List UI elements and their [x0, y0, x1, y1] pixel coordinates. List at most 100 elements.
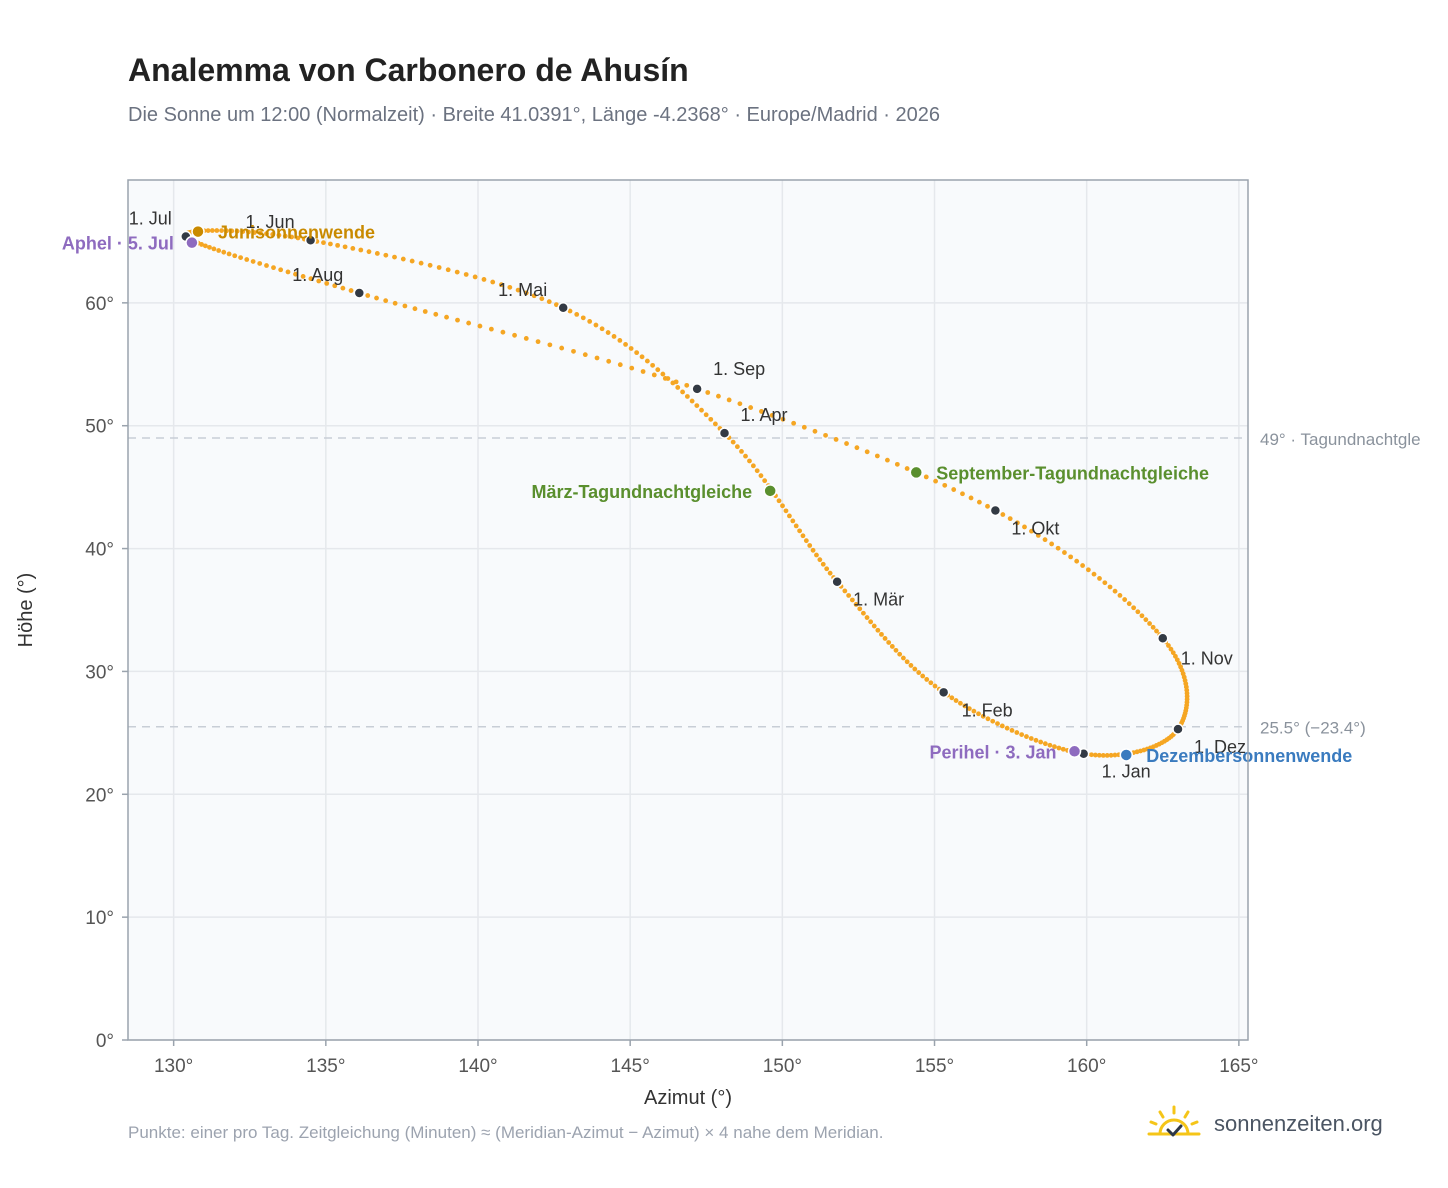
- day-point: [882, 636, 888, 641]
- y-tick-label: 30°: [85, 662, 114, 683]
- month-marker: [989, 504, 1002, 517]
- day-point: [650, 362, 656, 368]
- day-point: [629, 365, 635, 371]
- y-tick-label: 10°: [85, 908, 114, 929]
- day-point: [894, 461, 900, 467]
- day-point: [455, 317, 460, 323]
- day-point: [1028, 736, 1034, 741]
- day-point: [864, 449, 870, 455]
- day-point: [660, 371, 666, 377]
- day-point: [703, 412, 709, 418]
- day-point: [897, 651, 903, 657]
- x-tick-label: 150°: [763, 1056, 802, 1077]
- day-point: [817, 557, 823, 563]
- day-point: [498, 282, 504, 288]
- month-label: 1. Dez: [1194, 737, 1246, 757]
- day-point: [960, 491, 965, 497]
- day-point: [553, 302, 559, 308]
- day-point: [968, 495, 974, 501]
- day-point: [374, 251, 380, 256]
- day-point: [849, 597, 855, 603]
- day-point: [599, 326, 605, 332]
- day-point: [708, 416, 714, 422]
- day-point: [1038, 739, 1044, 745]
- day-point: [694, 403, 700, 409]
- day-point: [797, 528, 802, 534]
- day-point: [1100, 752, 1106, 758]
- event-label: September-Tagundnachtgleiche: [936, 463, 1209, 483]
- reference-lines: 49° · Tagundnachtgle 25.5° (−23.4°): [128, 430, 1421, 738]
- day-point: [823, 432, 828, 438]
- day-point: [1126, 601, 1132, 607]
- day-point: [1055, 545, 1061, 551]
- day-point: [244, 257, 250, 262]
- day-point: [1042, 741, 1048, 747]
- day-point: [324, 280, 330, 286]
- day-point: [908, 663, 914, 668]
- month-label: 1. Okt: [1011, 518, 1059, 538]
- day-point: [412, 306, 418, 312]
- day-point: [980, 713, 986, 719]
- reference-line-label: 25.5° (−23.4°): [1260, 719, 1366, 738]
- day-point: [1107, 584, 1113, 590]
- day-point: [571, 348, 576, 354]
- day-point: [1104, 752, 1110, 758]
- day-point: [1060, 746, 1066, 752]
- plot-frame: [127, 179, 1249, 1041]
- day-point: [232, 253, 238, 259]
- day-point: [762, 478, 768, 484]
- day-point: [594, 355, 600, 361]
- day-point: [271, 265, 276, 271]
- day-point: [893, 647, 899, 653]
- day-point: [1091, 571, 1097, 577]
- event-marker: [763, 484, 777, 498]
- day-point: [466, 320, 472, 326]
- day-point: [1112, 588, 1118, 594]
- day-point: [912, 666, 918, 672]
- day-point: [427, 262, 433, 268]
- day-point: [358, 247, 364, 253]
- month-marker: [557, 302, 569, 314]
- day-point: [477, 323, 483, 329]
- day-point: [422, 309, 428, 314]
- day-point: [316, 278, 322, 284]
- day-point: [854, 445, 860, 451]
- event-marker: [1119, 748, 1134, 762]
- month-label: 1. Jan: [1102, 762, 1151, 782]
- day-point: [1139, 613, 1145, 619]
- day-point: [1135, 609, 1141, 615]
- day-point: [402, 303, 408, 309]
- day-point: [1172, 653, 1178, 659]
- x-tick-label: 160°: [1067, 1056, 1106, 1077]
- day-point: [1042, 537, 1048, 543]
- brand[interactable]: sonnenzeiten.org: [1146, 1102, 1383, 1146]
- event-label: März-Tagundnachtgleiche: [531, 482, 752, 502]
- day-point: [889, 644, 895, 649]
- day-point: [617, 337, 623, 343]
- day-point: [976, 499, 982, 505]
- day-point: [999, 723, 1005, 729]
- day-point: [454, 269, 460, 275]
- y-tick-label: 20°: [85, 785, 114, 806]
- day-point: [205, 228, 211, 233]
- day-point: [842, 588, 848, 594]
- month-label: 1. Jul: [129, 209, 172, 229]
- day-point: [436, 265, 442, 270]
- day-point: [747, 458, 752, 464]
- day-point: [574, 312, 580, 317]
- day-point: [949, 695, 955, 701]
- day-point: [257, 261, 263, 266]
- day-point: [264, 231, 269, 237]
- day-point: [523, 290, 529, 296]
- day-point: [1000, 512, 1006, 517]
- day-point: [644, 358, 650, 364]
- day-point: [800, 533, 806, 539]
- day-point: [617, 362, 623, 368]
- day-point: [1062, 550, 1067, 555]
- day-point: [1029, 528, 1034, 534]
- day-point: [211, 246, 217, 252]
- day-point: [1150, 624, 1156, 630]
- day-point: [400, 256, 406, 262]
- day-point: [640, 369, 646, 374]
- day-point: [580, 315, 586, 321]
